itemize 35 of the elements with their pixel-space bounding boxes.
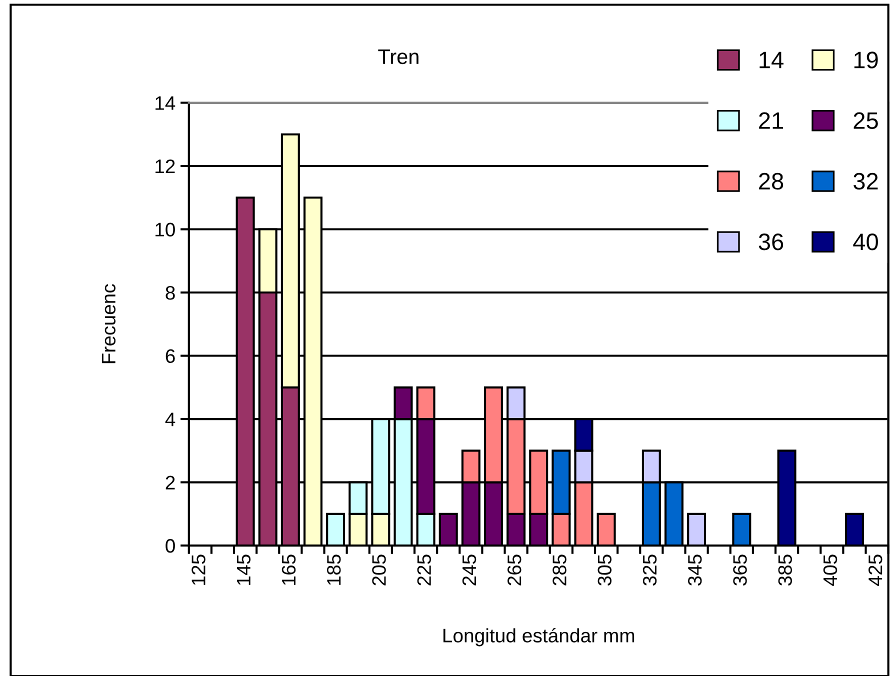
- x-tick-label: 425: [868, 554, 882, 586]
- legend-label: 21: [759, 112, 783, 129]
- x-tick-label: 205: [372, 554, 386, 586]
- x-tick-label: 185: [327, 554, 341, 585]
- y-tick-label: 12: [156, 159, 175, 174]
- legend-label: 28: [759, 172, 784, 190]
- legend-label: 25: [854, 112, 878, 130]
- x-tick-label: 245: [462, 554, 476, 586]
- y-axis-title: Frecuenc: [102, 284, 116, 364]
- y-tick-label: 2: [166, 476, 175, 490]
- y-tick-label: 6: [166, 349, 175, 364]
- y-tick-label: 14: [156, 96, 176, 110]
- legend-label: 36: [758, 234, 784, 250]
- x-tick-label: 365: [733, 554, 747, 586]
- x-tick-label: 165: [282, 554, 296, 585]
- x-tick-label: 305: [598, 554, 612, 586]
- x-tick-label: 125: [192, 554, 206, 585]
- x-tick-label: 265: [508, 554, 522, 586]
- x-tick-label: 325: [642, 554, 657, 586]
- legend-label: 14: [760, 52, 784, 68]
- x-tick-label: 225: [417, 554, 432, 586]
- y-tick-label: 10: [156, 222, 175, 236]
- y-tick-label: 0: [166, 539, 175, 553]
- chart-title: Tren: [378, 50, 418, 64]
- x-tick-label: 145: [236, 554, 251, 585]
- x-tick-label: 345: [688, 554, 702, 586]
- legend-label: 32: [854, 172, 878, 190]
- x-tick-label: 385: [778, 554, 792, 586]
- legend-label: 19: [854, 52, 878, 68]
- x-tick-label: 285: [552, 554, 566, 586]
- x-axis-title: Longitud estándar mm: [443, 628, 634, 646]
- legend-label: 40: [853, 234, 878, 250]
- y-tick-label: 8: [166, 286, 175, 300]
- y-tick-label: 4: [165, 412, 176, 426]
- x-tick-label: 405: [823, 554, 838, 586]
